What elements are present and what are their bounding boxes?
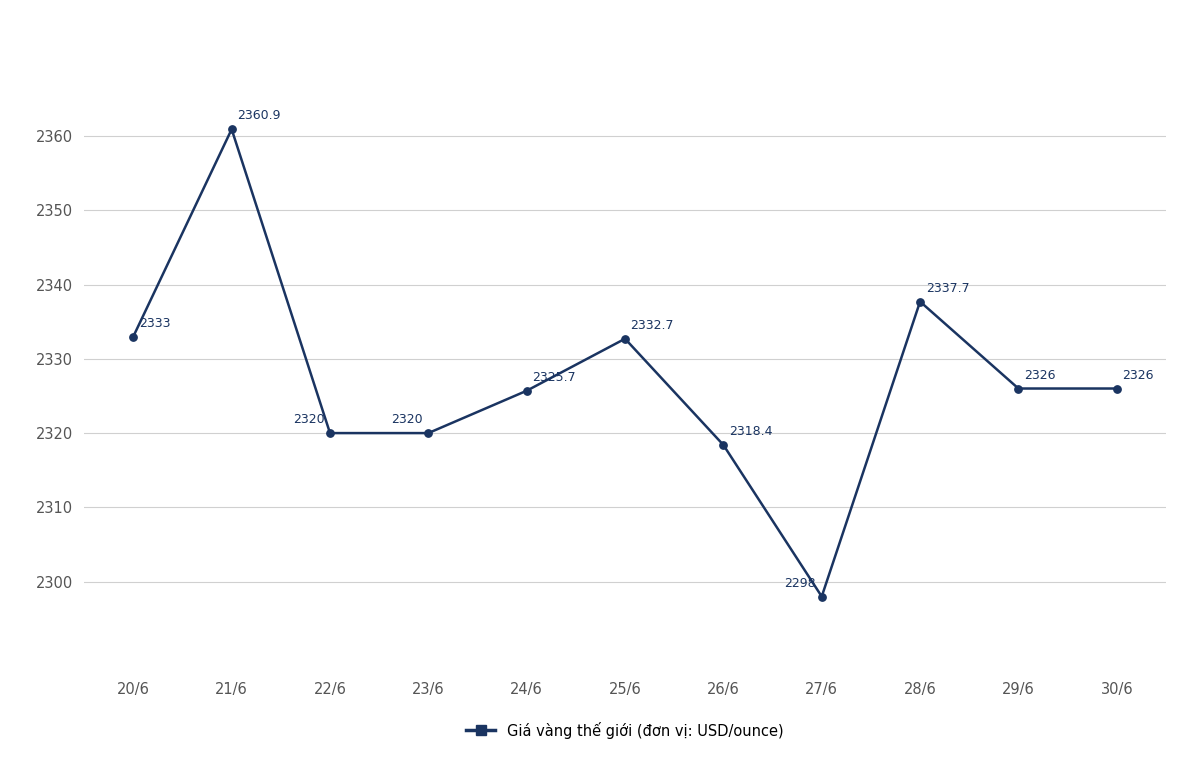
Legend: Giá vàng thế giới (đơn vị: USD/ounce): Giá vàng thế giới (đơn vị: USD/ounce) [460, 716, 790, 745]
Point [124, 330, 143, 342]
Text: 2332.7: 2332.7 [631, 319, 674, 332]
Text: 2298: 2298 [785, 576, 816, 590]
Text: 2360.9: 2360.9 [237, 109, 281, 122]
Point [813, 590, 832, 603]
Text: 2337.7: 2337.7 [926, 282, 969, 295]
Text: 2326: 2326 [1024, 369, 1055, 381]
Point [1107, 382, 1126, 395]
Text: 2325.7: 2325.7 [532, 370, 576, 384]
Point [910, 296, 929, 308]
Point [714, 438, 733, 451]
Point [615, 332, 635, 345]
Point [222, 123, 242, 136]
Point [321, 427, 340, 439]
Text: 2326: 2326 [1123, 369, 1154, 381]
Point [1008, 382, 1028, 395]
Point [418, 427, 438, 439]
Text: 2318.4: 2318.4 [728, 425, 773, 438]
Text: 2320: 2320 [391, 413, 423, 426]
Point [517, 385, 536, 397]
Text: 2333: 2333 [139, 317, 171, 330]
Text: 2320: 2320 [293, 413, 325, 426]
